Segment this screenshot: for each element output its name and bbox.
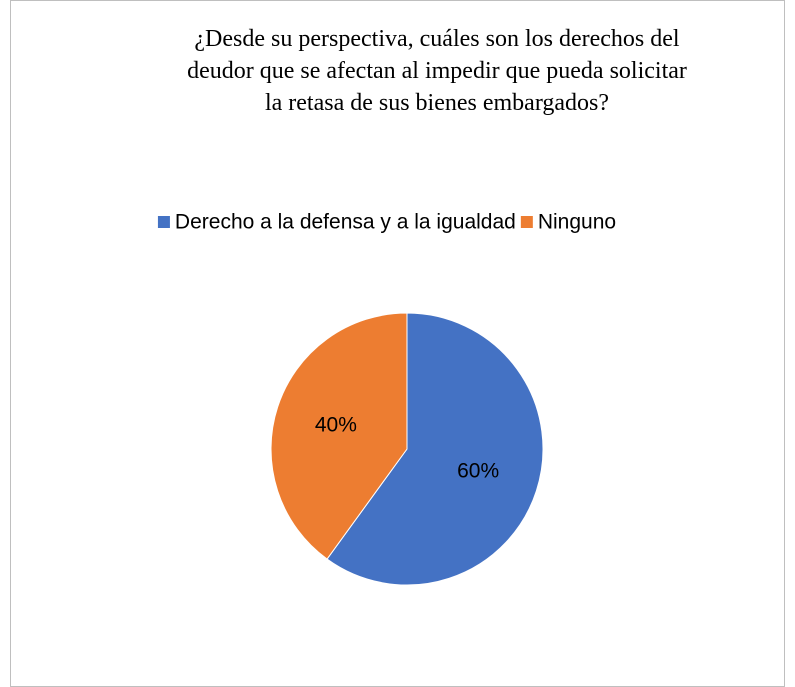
chart-title: ¿Desde su perspectiva, cuáles son los de… bbox=[194, 26, 680, 52]
data-label: 40% bbox=[315, 413, 357, 436]
chart-title: la retasa de sus bienes embargados? bbox=[265, 90, 609, 116]
legend-label: Ninguno bbox=[538, 211, 616, 234]
data-label: 60% bbox=[457, 460, 499, 483]
pie-slice bbox=[326, 312, 544, 586]
chart-title: deudor que se afectan al impedir que pue… bbox=[187, 58, 687, 84]
legend-swatch bbox=[520, 216, 533, 228]
legend-label: Derecho a la defensa y a la igualdad bbox=[175, 211, 516, 234]
legend-swatch bbox=[157, 216, 170, 228]
pie-slice bbox=[270, 312, 408, 560]
